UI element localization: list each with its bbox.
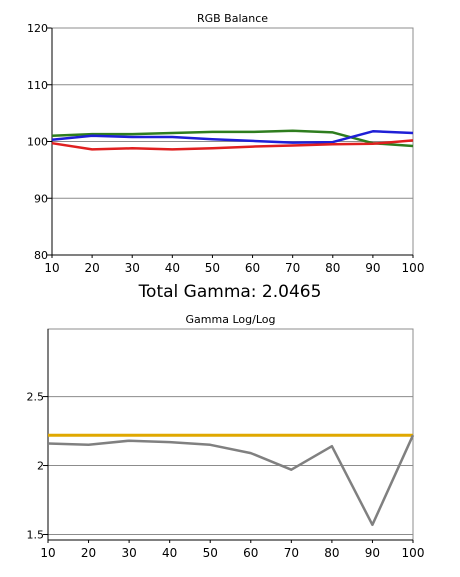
x-tick-label: 80 xyxy=(324,546,339,560)
y-tick-label: 2 xyxy=(37,460,44,473)
y-tick-label: 80 xyxy=(34,249,48,262)
x-tick-label: 70 xyxy=(284,546,299,560)
total-gamma-label: Total Gamma: 2.0465 xyxy=(138,282,322,302)
x-tick-label: 20 xyxy=(81,546,96,560)
gamma-log-log-chart: Gamma Log/Log 1.5 2 2.5 10 20 30 40 50 60 70 80 90 10… xyxy=(27,313,425,560)
y-tick-label: 90 xyxy=(34,192,48,205)
y-tick-label: 120 xyxy=(27,22,48,35)
y-tick-label: 100 xyxy=(27,136,48,149)
chart-title: Gamma Log/Log xyxy=(186,313,276,326)
y-tick-label: 2.5 xyxy=(27,391,45,404)
x-tick-label: 60 xyxy=(243,546,258,560)
chart-title: RGB Balance xyxy=(197,12,268,25)
x-tick-label: 30 xyxy=(121,546,136,560)
x-tick-label: 20 xyxy=(84,261,99,275)
x-tick-label: 90 xyxy=(365,261,380,275)
x-tick-label: 30 xyxy=(125,261,140,275)
x-tick-label: 40 xyxy=(162,546,177,560)
x-tick-label: 50 xyxy=(205,261,220,275)
series-line xyxy=(51,139,414,151)
x-tick-label: 70 xyxy=(285,261,300,275)
y-tick-label: 110 xyxy=(27,79,48,92)
x-tick-label: 80 xyxy=(325,261,340,275)
x-tick-label: 50 xyxy=(203,546,218,560)
x-tick-label: 10 xyxy=(40,546,55,560)
x-tick-label: 40 xyxy=(165,261,180,275)
rgb-balance-chart: RGB Balance 80 90 100 110 120 10 20 30 40 50 60 70 80… xyxy=(27,12,425,275)
x-tick-label: 60 xyxy=(245,261,260,275)
x-tick-label: 100 xyxy=(402,546,425,560)
series-line xyxy=(51,130,414,144)
x-tick-label: 90 xyxy=(365,546,380,560)
series-line xyxy=(47,434,415,527)
y-tick-label: 1.5 xyxy=(27,528,45,541)
x-tick-label: 100 xyxy=(402,261,425,275)
x-tick-label: 10 xyxy=(44,261,59,275)
